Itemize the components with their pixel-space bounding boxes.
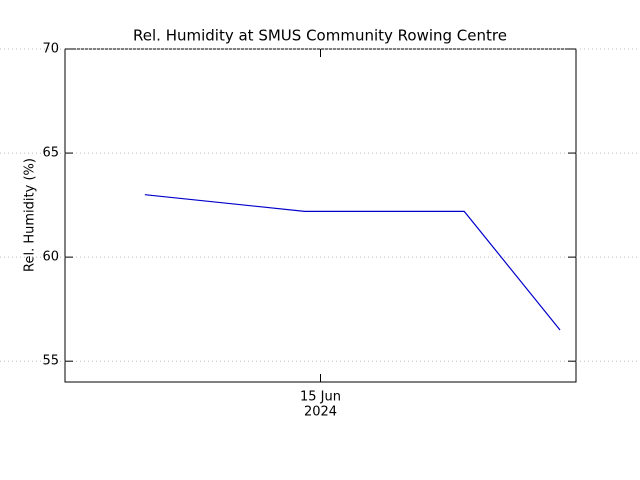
y-tick-label: 60 xyxy=(42,250,59,265)
y-tick-label: 70 xyxy=(42,42,59,57)
chart-title: Rel. Humidity at SMUS Community Rowing C… xyxy=(133,27,507,45)
x-tick-year: 2024 xyxy=(304,405,337,420)
data-line xyxy=(144,194,561,331)
y-tick-label: 55 xyxy=(42,354,59,369)
y-axis-label: Rel. Humidity (%) xyxy=(23,158,38,272)
x-tick-label: 15 Jun xyxy=(300,390,341,405)
plot-frame xyxy=(64,48,577,383)
y-tick-label: 65 xyxy=(42,146,59,161)
